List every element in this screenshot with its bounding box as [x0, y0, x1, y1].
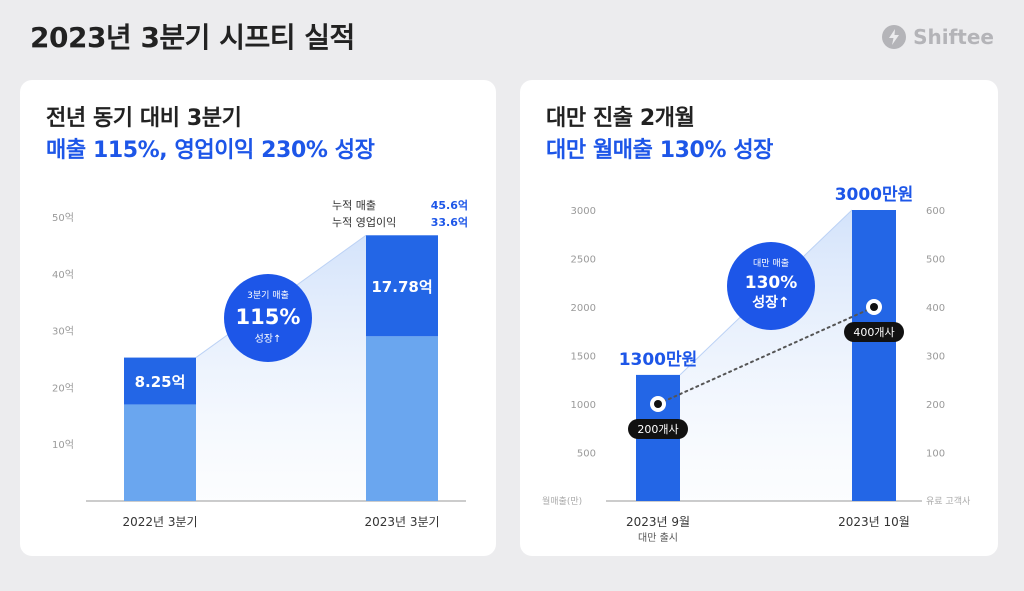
x-tick-sublabel: 대만 출시 [638, 532, 678, 544]
cumulative-legend-value: 33.6억 [431, 216, 468, 229]
y-tick-label: 20억 [52, 382, 74, 394]
bar-operating-profit [366, 235, 438, 337]
growth-badge-value: 130% [745, 273, 798, 293]
brand-name: Shiftee [913, 25, 994, 49]
growth-badge [727, 242, 815, 330]
bar-data-label: 8.25억 [135, 373, 186, 391]
customer-count-label: 400개사 [853, 326, 894, 339]
y-tick-label: 1500 [571, 352, 596, 363]
y-axis-label: 월매출(만) [542, 495, 582, 507]
quarterly-revenue-chart: 10억 20억 30억 40억 50억 8.25억 2022년 3분기 17.78억 2023년… [52, 199, 468, 529]
bar-revenue [124, 404, 196, 501]
y2-tick-label: 200 [926, 400, 945, 411]
y2-tick-label: 100 [926, 449, 945, 460]
bar-data-label: 3000만원 [835, 185, 914, 205]
y-tick-label: 1000 [571, 400, 596, 411]
y-tick-label: 10억 [52, 439, 74, 451]
taiwan-card: 대만 진출 2개월 대만 월매출 130% 성장 500 1000 1500 2000… [520, 80, 998, 556]
card-subhead: 매출 115%, 영업이익 230% 성장 [46, 138, 375, 163]
growth-area [196, 235, 366, 501]
customer-count-label: 200개사 [637, 423, 678, 436]
y-tick-label: 2500 [571, 255, 596, 266]
bar-data-label: 17.78억 [371, 278, 432, 296]
x-tick-label: 2023년 3분기 [364, 515, 439, 529]
y2-tick-label: 400 [926, 303, 945, 314]
y-tick-label: 2000 [571, 303, 596, 314]
bar-monthly-sales [852, 210, 896, 501]
y-tick-label: 3000 [571, 206, 596, 217]
cumulative-legend-label: 누적 매출 [332, 199, 376, 212]
growth-badge-value: 115% [236, 305, 301, 329]
x-tick-label: 2022년 3분기 [122, 515, 197, 529]
y-tick-label: 500 [577, 449, 596, 460]
y-tick-label: 50억 [52, 212, 74, 224]
bar-revenue [366, 336, 438, 501]
brand-logo: Shiftee [881, 24, 994, 50]
card-headline: 대만 진출 2개월 [546, 106, 695, 131]
lightning-badge-icon [882, 25, 907, 49]
y2-tick-label: 300 [926, 352, 945, 363]
bar-operating-profit [124, 357, 196, 405]
customer-point [870, 303, 878, 311]
x-tick-label: 2023년 10월 [838, 515, 910, 529]
y-tick-label: 30억 [52, 326, 74, 338]
growth-badge-note: 성장↑ [255, 333, 282, 345]
growth-badge-note: 성장↑ [752, 294, 790, 311]
y2-tick-label: 600 [926, 206, 945, 217]
card-headline: 전년 동기 대비 3분기 [46, 106, 242, 131]
page-title: 2023년 3분기 시프티 실적 [30, 21, 355, 54]
y-tick-label: 40억 [52, 269, 74, 281]
growth-badge [224, 274, 312, 362]
taiwan-sales-chart: 500 1000 1500 2000 2500 3000 100 200 300 400 500 60… [542, 185, 971, 544]
customer-point [654, 400, 662, 408]
customer-trend-line [657, 306, 875, 405]
card-subhead: 대만 월매출 130% 성장 [546, 138, 774, 163]
bar-data-label: 1300만원 [619, 350, 698, 370]
growth-badge-caption: 대만 매출 [753, 258, 789, 269]
revenue-card: 전년 동기 대비 3분기 매출 115%, 영업이익 230% 성장 10억 20… [20, 80, 496, 556]
y2-tick-label: 500 [926, 255, 945, 266]
customer-count-pill [628, 419, 688, 439]
customer-count-pill [844, 322, 904, 342]
x-tick-label: 2023년 9월 [626, 515, 690, 529]
growth-badge-caption: 3분기 매출 [247, 290, 289, 301]
cumulative-legend-value: 45.6억 [431, 199, 468, 212]
cumulative-legend-label: 누적 영업이익 [332, 216, 396, 229]
y2-axis-label: 유료 고객사 [926, 496, 971, 507]
